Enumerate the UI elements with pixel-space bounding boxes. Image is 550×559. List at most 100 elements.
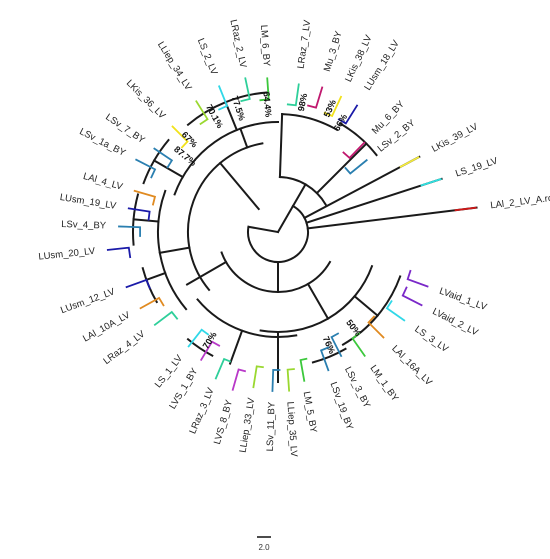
leaf-label: LAl_2_LV_A.rostrata — [490, 190, 550, 212]
leaf-label: LKis_39_LV — [430, 121, 480, 155]
tip-branch — [153, 147, 174, 169]
leaf-label: LRaz_7_LV — [296, 19, 314, 70]
internal-branch — [276, 204, 295, 234]
leaf-label: LAl_10A_LV — [81, 309, 132, 344]
tip-branch — [125, 278, 151, 290]
tip-branch — [135, 158, 157, 179]
internal-branch — [278, 113, 284, 179]
leaf-label: Mu_3_BY — [322, 29, 345, 73]
tip-branch — [420, 177, 442, 187]
tip-branch — [153, 310, 179, 326]
tip-branch — [399, 156, 420, 169]
leaf-label: LAl_16A_LV — [389, 343, 434, 388]
tree-leaf-labels: LRaz_7_LV Mu_3_BYLKis_38_LVLUsm_18_LVMu_6… — [38, 19, 550, 458]
internal-branch — [315, 142, 368, 195]
tip-branch — [286, 368, 295, 392]
internal-arc — [187, 142, 264, 292]
tip-branch — [307, 86, 324, 109]
tip-branch — [106, 246, 132, 259]
leaf-label: LUsm_20_LV — [38, 246, 96, 263]
tip-branch — [342, 141, 366, 160]
tip-branch — [133, 189, 157, 206]
leaf-label: LSv_19_BY — [328, 380, 356, 432]
internal-arc — [281, 113, 339, 132]
tip-branch — [214, 357, 232, 380]
support-value: 87.7% — [172, 144, 198, 168]
leaf-label: LLiep_33_LV — [238, 396, 258, 453]
internal-branch — [158, 246, 191, 254]
tip-branch — [454, 206, 477, 212]
leaf-label: LRaz_2_LV — [227, 19, 248, 70]
leaf-label: LM_5_BY — [301, 391, 319, 435]
tip-branch — [406, 269, 429, 288]
internal-branch — [353, 294, 379, 317]
support-value: 64.4% — [261, 91, 273, 117]
leaf-label: LVaid_1_LV — [438, 286, 489, 314]
support-value: 50% — [344, 318, 363, 338]
internal-branch — [145, 271, 167, 282]
leaf-label: LM_6_BY — [258, 24, 272, 67]
internal-arc — [339, 122, 378, 157]
leaf-label: LAl_4_LV — [82, 171, 125, 193]
internal-branch — [218, 161, 261, 211]
leaf-label: LSv_11_BY — [265, 401, 278, 451]
tip-branch — [319, 346, 330, 372]
tip-branch — [401, 286, 423, 307]
tip-branch — [351, 332, 366, 358]
leaf-label: LLiep_35_LV — [284, 401, 299, 458]
support-value: 98% — [296, 93, 309, 113]
leaf-label: LRaz_4_LV — [101, 328, 147, 367]
internal-branch — [306, 206, 478, 230]
tip-branch — [385, 300, 406, 322]
leaf-label: LSv_4_BY — [61, 219, 107, 232]
internal-branch — [247, 225, 280, 234]
scale-bar-label: 2.0 — [258, 543, 270, 552]
leaf-label: LUsm_19_LV — [59, 192, 118, 212]
support-value: 70.1% — [204, 103, 225, 130]
leaf-label: LS_2_LV — [195, 37, 220, 77]
tip-branch — [195, 100, 209, 126]
internal-branch — [305, 177, 443, 224]
tip-branch — [330, 332, 343, 358]
tip-branch — [344, 158, 368, 175]
tip-branch — [286, 83, 300, 107]
leaf-label: LUsm_12_LV — [59, 286, 117, 316]
internal-branch — [228, 329, 244, 365]
tip-branch — [259, 77, 270, 102]
internal-arc — [220, 251, 332, 293]
leaf-label: LVaid_2_LV — [431, 306, 481, 339]
leaf-label: LKis_36_LV — [124, 78, 168, 122]
internal-branch — [224, 100, 239, 132]
tip-branch — [231, 368, 247, 391]
internal-branch — [185, 260, 228, 286]
tip-branch — [299, 357, 308, 382]
internal-branch — [306, 282, 330, 320]
leaf-label: LM_1_BY — [368, 363, 401, 404]
tip-branch — [139, 296, 165, 310]
leaf-label: LVS_8_BY — [212, 398, 235, 446]
tip-branch — [171, 125, 189, 149]
internal-branch — [152, 159, 185, 179]
tip-branch — [337, 104, 359, 125]
tip-branch — [199, 340, 221, 362]
internal-branch — [132, 218, 160, 223]
tip-branch — [252, 365, 264, 389]
internal-arc — [173, 120, 280, 196]
tip-branch — [271, 369, 281, 392]
support-value: 76% — [321, 335, 337, 356]
internal-arc — [247, 204, 309, 263]
tip-branch — [367, 315, 385, 339]
tip-branch — [127, 207, 151, 221]
scale-bar: 2.0 — [257, 536, 271, 552]
tip-branch — [217, 85, 229, 111]
leaf-label: LLiep_34_LV — [155, 40, 194, 93]
internal-arc — [141, 267, 159, 304]
internal-branch — [239, 127, 249, 149]
support-value: 70% — [201, 330, 219, 351]
tip-branch — [118, 225, 141, 237]
internal-arc — [186, 337, 214, 357]
internal-arc — [311, 347, 347, 364]
tip-branch — [240, 77, 251, 103]
leaf-label: LRaz_3_LV — [187, 386, 217, 436]
